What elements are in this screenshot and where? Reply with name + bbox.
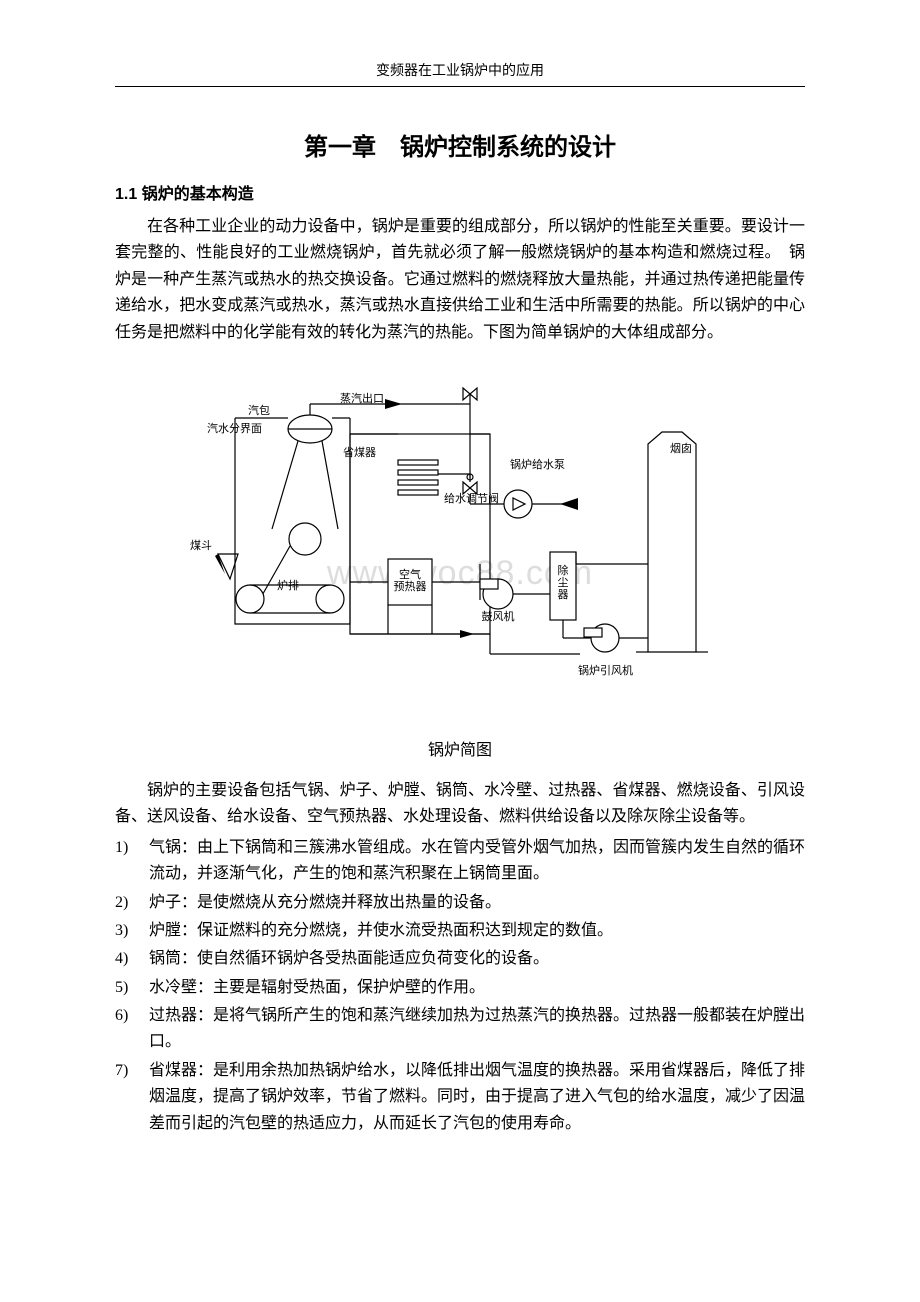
svg-text:炉排: 炉排 (277, 578, 299, 592)
svg-text:锅炉给水泵: 锅炉给水泵 (510, 458, 565, 471)
list-item-text: 水冷壁：主要是辐射受热面，保护炉壁的作用。 (149, 975, 805, 1001)
figure-caption: 锅炉简图 (115, 736, 805, 760)
svg-text:烟囱: 烟囱 (670, 441, 692, 455)
list-item: 6)过热器：是将气锅所产生的饱和蒸汽继续加热为过热蒸汽的换热器。过热器一般都装在… (115, 1003, 805, 1056)
list-item-number: 7) (115, 1058, 149, 1137)
svg-text:预热器: 预热器 (394, 580, 427, 593)
running-title: 变频器在工业锅炉中的应用 (115, 60, 805, 80)
section-title: 1.1 锅炉的基本构造 (115, 180, 805, 204)
list-item-number: 2) (115, 890, 149, 916)
list-item-number: 1) (115, 835, 149, 888)
svg-text:器: 器 (558, 588, 569, 601)
list-item-number: 5) (115, 975, 149, 1001)
list-item-text: 省煤器：是利用余热加热锅炉给水，以降低排出烟气温度的换热器。采用省煤器后，降低了… (149, 1058, 805, 1137)
boiler-diagram: www.woc88.com汽包汽水分界面蒸汽出口煤斗炉排省煤器给水调节阀锅炉给水… (115, 374, 805, 714)
list-item-text: 锅筒：使自然循环锅炉各受热面能适应负荷变化的设备。 (149, 946, 805, 972)
list-item: 3)炉膛：保证燃料的充分燃烧，并使水流受热面积达到规定的数值。 (115, 918, 805, 944)
svg-text:煤斗: 煤斗 (190, 539, 212, 552)
svg-text:蒸汽出口: 蒸汽出口 (340, 391, 384, 405)
svg-text:尘: 尘 (558, 576, 569, 589)
svg-text:给水调节阀: 给水调节阀 (444, 491, 499, 505)
svg-text:鼓风机: 鼓风机 (482, 609, 515, 623)
section-number: 1.1 (115, 186, 137, 203)
list-item-text: 气锅：由上下锅筒和三簇沸水管组成。水在管内受管外烟气加热，因而管簇内发生自然的循… (149, 835, 805, 888)
header-rule (115, 86, 805, 87)
paragraph-equipment: 锅炉的主要设备包括气锅、炉子、炉膛、锅筒、水冷壁、过热器、省煤器、燃烧设备、引风… (115, 778, 805, 831)
list-item-text: 炉膛：保证燃料的充分燃烧，并使水流受热面积达到规定的数值。 (149, 918, 805, 944)
svg-text:省煤器: 省煤器 (343, 446, 376, 459)
list-item: 4)锅筒：使自然循环锅炉各受热面能适应负荷变化的设备。 (115, 946, 805, 972)
list-item: 2)炉子：是使燃烧从充分燃烧并释放出热量的设备。 (115, 890, 805, 916)
section-heading: 锅炉的基本构造 (142, 186, 254, 203)
paragraph-intro: 在各种工业企业的动力设备中，锅炉是重要的组成部分，所以锅炉的性能至关重要。要设计… (115, 214, 805, 346)
list-item: 5)水冷壁：主要是辐射受热面，保护炉壁的作用。 (115, 975, 805, 1001)
svg-text:汽包: 汽包 (248, 403, 270, 417)
list-item-text: 过热器：是将气锅所产生的饱和蒸汽继续加热为过热蒸汽的换热器。过热器一般都装在炉膛… (149, 1003, 805, 1056)
list-item-text: 炉子：是使燃烧从充分燃烧并释放出热量的设备。 (149, 890, 805, 916)
list-item: 1)气锅：由上下锅筒和三簇沸水管组成。水在管内受管外烟气加热，因而管簇内发生自然… (115, 835, 805, 888)
chapter-title: 第一章 锅炉控制系统的设计 (115, 127, 805, 162)
list-item: 7)省煤器：是利用余热加热锅炉给水，以降低排出烟气温度的换热器。采用省煤器后，降… (115, 1058, 805, 1137)
svg-text:锅炉引风机: 锅炉引风机 (578, 663, 633, 677)
list-item-number: 4) (115, 946, 149, 972)
svg-text:空气: 空气 (399, 567, 421, 581)
component-list: 1)气锅：由上下锅筒和三簇沸水管组成。水在管内受管外烟气加热，因而管簇内发生自然… (115, 835, 805, 1137)
list-item-number: 6) (115, 1003, 149, 1056)
list-item-number: 3) (115, 918, 149, 944)
svg-text:除: 除 (558, 563, 569, 577)
